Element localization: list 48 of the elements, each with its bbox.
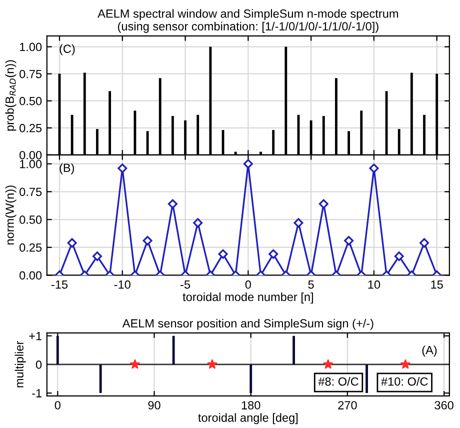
y-tick-label: +1 (29, 332, 42, 340)
x-tick-label: 15 (431, 280, 443, 289)
y-tick-label: 0 (36, 360, 42, 369)
x-tick-label: 0 (54, 401, 60, 410)
annotation: (B) (60, 163, 74, 174)
y-axis-title: multiplier (14, 341, 26, 388)
x-tick-label: 360 (434, 401, 454, 410)
chart-title: AELM spectral window and SimpleSum n-mode spectrum (using sensor combination: [1/-1/0/1/0/-1/1/0/-1/0]) (98, 9, 398, 33)
y-tick-label: 1.00 (20, 160, 42, 168)
point (243, 159, 253, 169)
y-tick-label: 0.50 (20, 216, 42, 224)
y-tick-label: 0.00 (20, 150, 42, 160)
y-tick-label: 1.00 (20, 42, 42, 52)
point (118, 164, 128, 174)
point (294, 218, 304, 228)
annotation: #8: O/C (318, 377, 358, 386)
x-tick-label: -15 (51, 280, 68, 289)
y-tick-label: 0.00 (20, 271, 42, 280)
point (369, 164, 379, 174)
chart-title: AELM sensor position and SimpleSum sign (+/-) (122, 318, 374, 330)
y-tick-label: 0.50 (20, 96, 42, 106)
x-tick-label: 270 (338, 401, 357, 410)
x-tick-label: 10 (368, 280, 380, 289)
y-axis-title: prob(B$_{RAD}$(n)) (5, 60, 16, 131)
point (67, 238, 77, 248)
x-axis-title: toroidal mode number [n] (182, 292, 313, 304)
annotation: (C) (60, 44, 75, 56)
x-axis-title: toroidal angle [deg] (198, 413, 298, 424)
annotation: #10: O/C (381, 377, 428, 386)
point (318, 199, 328, 209)
y-tick-label: 0.25 (20, 124, 42, 132)
point (420, 238, 430, 248)
y-axis-title: norm(W(n)) (5, 186, 16, 244)
x-tick-label: 180 (242, 401, 260, 410)
x-tick-label: -5 (180, 280, 190, 289)
y-tick-label: 0.25 (20, 243, 42, 252)
y-tick-label: -1 (32, 389, 42, 398)
annotation: (A) (422, 346, 437, 357)
point (193, 218, 203, 228)
x-tick-label: 0 (245, 280, 251, 289)
point (344, 236, 354, 246)
y-tick-label: 0.75 (20, 70, 42, 78)
y-tick-label: 0.75 (20, 188, 42, 196)
point (168, 199, 178, 209)
x-tick-label: 5 (308, 280, 314, 289)
x-tick-label: 90 (148, 401, 160, 410)
point (142, 236, 152, 246)
x-tick-label: -10 (114, 280, 130, 289)
